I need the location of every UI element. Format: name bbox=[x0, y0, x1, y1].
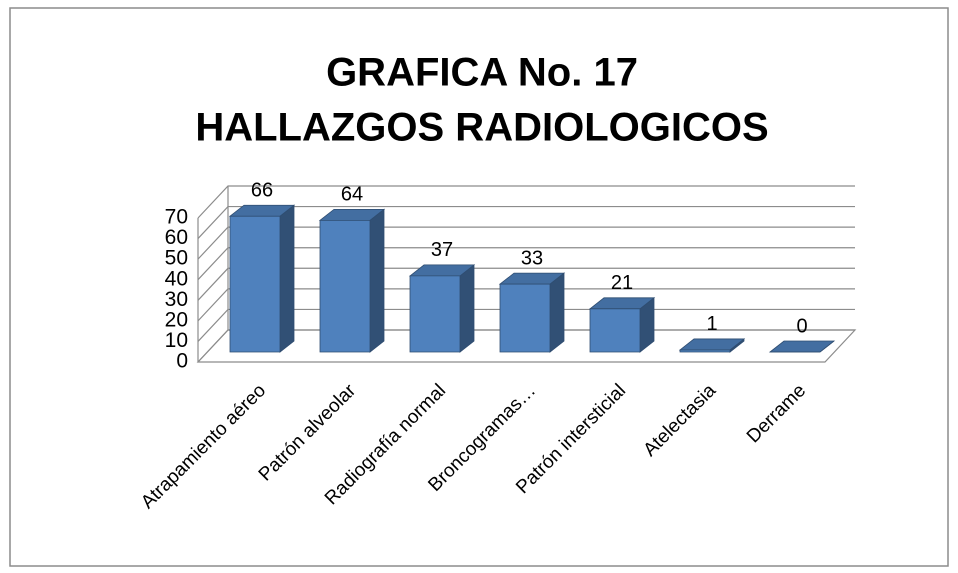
chart-border bbox=[9, 7, 949, 567]
bar bbox=[408, 264, 476, 353]
value-label: 64 bbox=[341, 184, 363, 206]
bar-face bbox=[319, 219, 371, 353]
bar bbox=[498, 272, 566, 353]
value-label: 37 bbox=[431, 239, 453, 261]
bar bbox=[228, 204, 296, 353]
bar bbox=[678, 338, 746, 353]
bar-face bbox=[409, 275, 461, 353]
bar-face bbox=[679, 349, 731, 353]
bar-face bbox=[549, 272, 565, 353]
chart-title: HALLAZGOS RADIOLOGICOS bbox=[195, 106, 768, 150]
bar bbox=[318, 208, 386, 353]
y-tick-label: 50 bbox=[165, 247, 188, 270]
value-label: 21 bbox=[611, 272, 633, 294]
bar-face bbox=[589, 308, 641, 353]
value-label: 66 bbox=[251, 180, 273, 202]
bar bbox=[588, 296, 656, 353]
y-tick-label: 20 bbox=[165, 308, 188, 331]
value-label: 33 bbox=[521, 247, 543, 269]
chart-title: GRAFICA No. 17 bbox=[326, 51, 638, 95]
bar-face bbox=[459, 264, 475, 353]
bar-face bbox=[369, 208, 385, 353]
value-label: 0 bbox=[796, 315, 807, 337]
bar-face bbox=[499, 283, 551, 353]
bar-face bbox=[279, 204, 295, 353]
value-label: 1 bbox=[706, 313, 717, 335]
y-tick-label: 70 bbox=[165, 206, 188, 229]
y-tick-label: 30 bbox=[165, 288, 188, 311]
y-tick-label: 40 bbox=[165, 267, 188, 290]
y-tick-label: 10 bbox=[165, 329, 188, 352]
bar-face bbox=[229, 215, 281, 353]
y-tick-label: 0 bbox=[176, 350, 188, 373]
bar bbox=[768, 340, 836, 353]
y-tick-label: 60 bbox=[165, 226, 188, 249]
